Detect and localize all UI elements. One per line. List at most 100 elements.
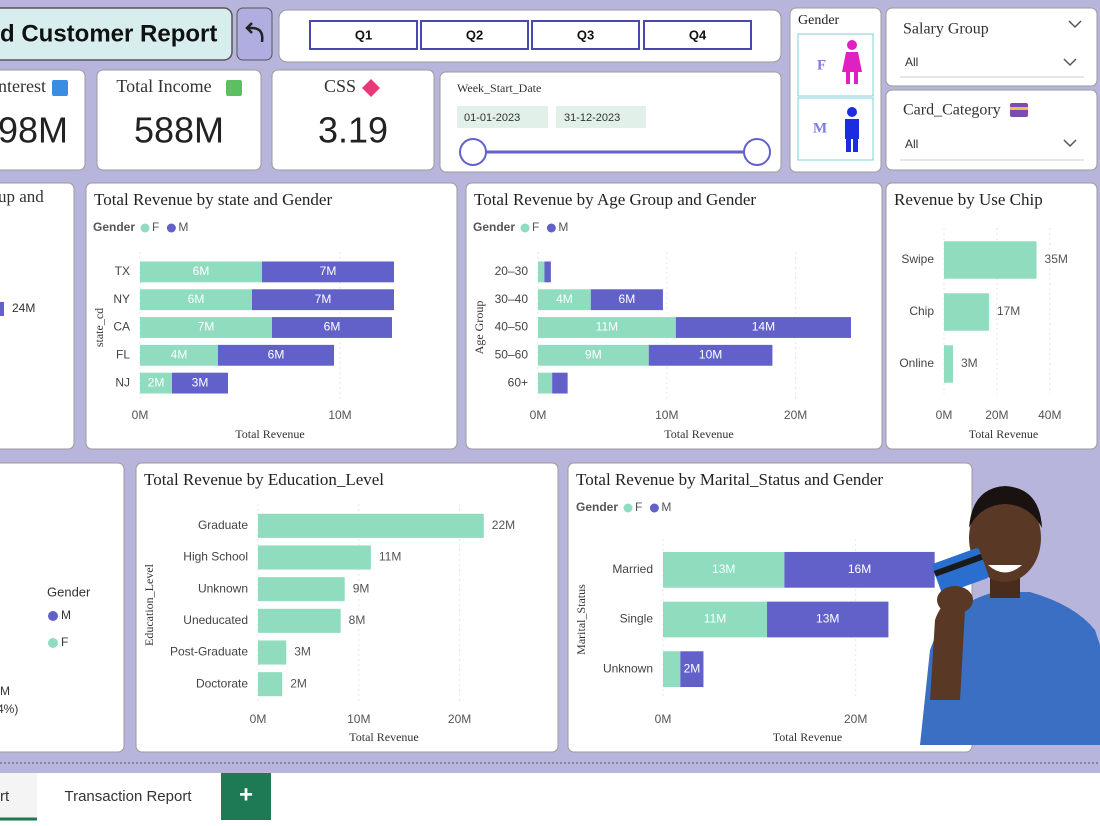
- gender-f-box[interactable]: [797, 33, 874, 97]
- partial-panel: [0, 462, 125, 753]
- bar: [258, 608, 341, 633]
- bar-segment: [272, 317, 392, 338]
- bar-label: 2M: [148, 375, 165, 389]
- x-tick-label: 20M: [784, 408, 807, 422]
- back-icon: [245, 22, 264, 43]
- chart-title: Total Revenue by Education_Level: [144, 470, 384, 489]
- date-input[interactable]: [556, 106, 646, 128]
- quarter-label[interactable]: Q1: [355, 27, 372, 42]
- bar: [944, 345, 953, 383]
- y-tick-label: Unknown: [198, 581, 248, 595]
- x-axis-title: Total Revenue: [969, 427, 1038, 441]
- bar-segment: [544, 261, 551, 283]
- legend-title: Gender: [473, 220, 515, 234]
- x-axis-title: Total Revenue: [773, 730, 842, 744]
- bar-segment: [552, 372, 568, 394]
- y-axis-title: Age Group: [472, 301, 486, 355]
- x-tick-label: 0M: [132, 408, 149, 422]
- bar-label: 13M: [816, 612, 839, 626]
- x-axis-title: Total Revenue: [349, 730, 418, 744]
- y-tick-label: NY: [113, 292, 130, 306]
- legend-title: Gender: [576, 500, 618, 514]
- bar: [258, 545, 371, 570]
- partial-panel: [0, 182, 75, 450]
- slider-handle[interactable]: [743, 138, 771, 166]
- add-tab-button[interactable]: [221, 773, 271, 820]
- card-title: Card_Category: [903, 102, 1001, 119]
- kpi-icon: [52, 80, 68, 96]
- tab[interactable]: [0, 773, 37, 821]
- bar-segment: [140, 344, 218, 366]
- x-axis-title: Total Revenue: [235, 427, 304, 441]
- chart-panel: [885, 182, 1098, 450]
- kpi-label: Total Income: [116, 76, 211, 96]
- chart-title: Total Revenue by Age Group and Gender: [474, 190, 756, 209]
- add-tab-label[interactable]: +: [239, 781, 253, 808]
- bar: [944, 293, 989, 331]
- male-icon: [845, 107, 859, 152]
- bar-label: 11M: [596, 320, 618, 334]
- chevron[interactable]: [1063, 139, 1077, 148]
- back-button[interactable]: [236, 7, 273, 61]
- bar: [258, 640, 287, 665]
- kpi-icon: [226, 80, 242, 96]
- gender-title: Gender: [798, 13, 840, 28]
- bar: [0, 302, 4, 316]
- x-tick-label: 40M: [1038, 408, 1061, 422]
- x-tick-label: 10M: [347, 712, 370, 726]
- gender-option[interactable]: M: [813, 120, 827, 136]
- chart-panel: [465, 182, 883, 450]
- slider-handle[interactable]: [459, 138, 487, 166]
- bar-segment: [538, 289, 591, 311]
- quarter-label[interactable]: Q3: [577, 27, 594, 42]
- legend-label: M: [661, 500, 671, 514]
- legend-label: M: [558, 220, 568, 234]
- x-tick-label: 0M: [655, 712, 672, 726]
- quarter-label[interactable]: Q4: [689, 27, 707, 42]
- quarter-label[interactable]: Q2: [466, 27, 483, 42]
- date-input[interactable]: [457, 106, 548, 128]
- salary-panel: [885, 7, 1098, 87]
- x-tick-label: 0M: [936, 408, 953, 422]
- date-start[interactable]: 01-01-2023: [464, 112, 520, 124]
- bar-segment: [590, 289, 663, 311]
- quarter-button[interactable]: [420, 20, 529, 50]
- y-tick-label: FL: [116, 347, 130, 361]
- gender-m-box[interactable]: [797, 97, 874, 161]
- x-tick-label: 20M: [985, 408, 1008, 422]
- bar-segment: [140, 372, 172, 394]
- legend-label: F: [635, 500, 642, 514]
- bar-label: 6M: [619, 292, 636, 306]
- quarter-button[interactable]: [309, 20, 418, 50]
- legend-dot: [546, 223, 556, 233]
- tab-label[interactable]: rt: [0, 788, 10, 805]
- kpi-value: 3.19: [318, 110, 388, 151]
- quarter-buttons: Q1 Q2 Q3 Q4: [309, 20, 752, 50]
- salary-value[interactable]: All: [905, 55, 918, 69]
- quarter-button[interactable]: [643, 20, 752, 50]
- partial-title: up and: [0, 187, 44, 206]
- tab-label[interactable]: Transaction Report: [64, 788, 192, 805]
- bar-label: 6M: [193, 264, 210, 278]
- y-tick-label: NJ: [115, 375, 130, 389]
- bar-label: 3M: [961, 356, 978, 370]
- quarter-button[interactable]: [531, 20, 640, 50]
- legend-dot: [520, 223, 530, 233]
- y-axis-title: Education_Level: [142, 563, 156, 646]
- bar-label: 4M: [171, 347, 188, 361]
- chevron[interactable]: [1063, 58, 1077, 67]
- gender-option[interactable]: F: [817, 57, 826, 73]
- y-tick-label: Married: [612, 562, 653, 576]
- bar: [258, 577, 345, 602]
- y-tick-label: 60+: [508, 375, 528, 389]
- y-tick-label: 50–60: [495, 347, 529, 361]
- bar-label: 7M: [198, 320, 215, 334]
- card-value[interactable]: All: [905, 137, 918, 151]
- bar-segment: [538, 317, 676, 338]
- date-end[interactable]: 31-12-2023: [564, 112, 620, 124]
- chevron[interactable]: [1068, 20, 1082, 29]
- x-axis-title: Total Revenue: [664, 427, 733, 441]
- bar-segment: [252, 289, 394, 311]
